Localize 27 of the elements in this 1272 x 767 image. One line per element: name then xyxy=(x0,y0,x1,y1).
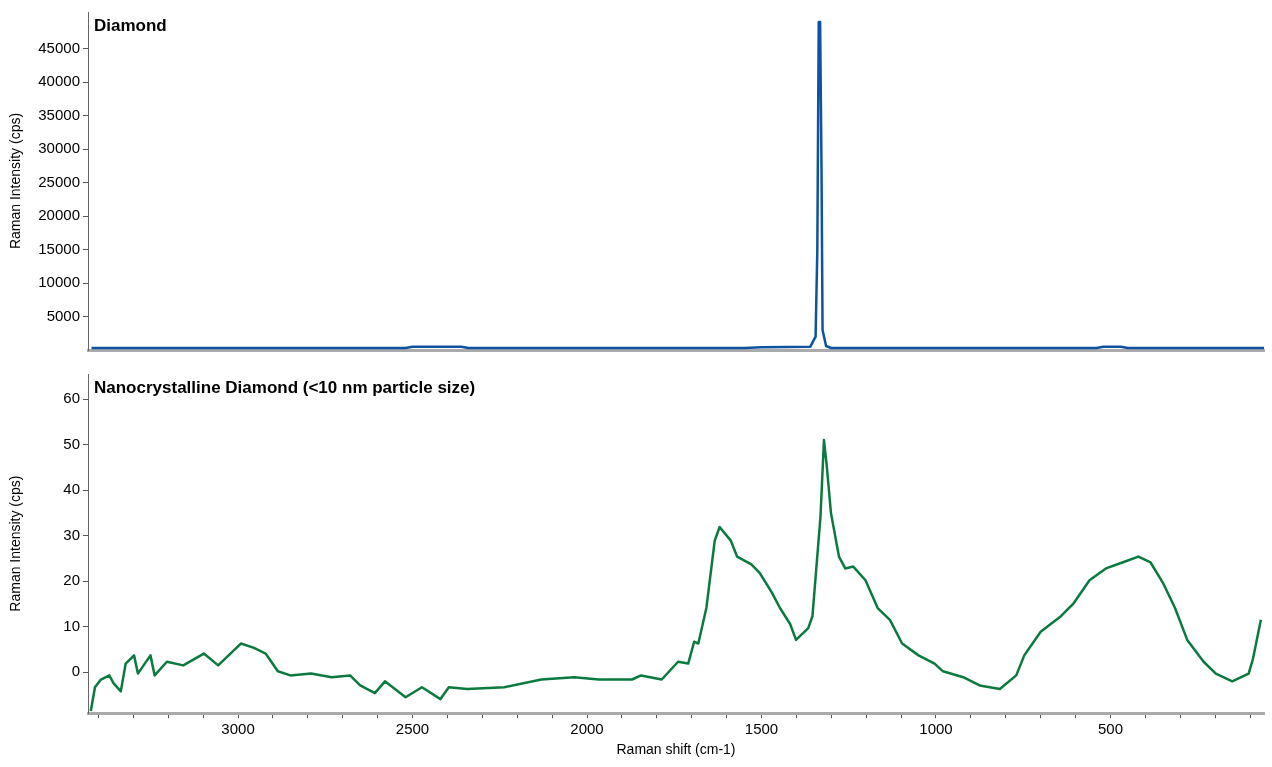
y-tick-label: 60 xyxy=(63,389,80,407)
x-tick-label: 1000 xyxy=(919,720,953,738)
y-tick-label: 40000 xyxy=(38,72,80,90)
y-tick-label: 35000 xyxy=(38,105,80,123)
y-tick-label: 30000 xyxy=(38,139,80,157)
y-axis-title: Raman Intensity (cps) xyxy=(7,475,24,612)
chart-title: Nanocrystalline Diamond (<10 nm particle size) xyxy=(94,378,476,398)
x-tick-label: 2500 xyxy=(395,720,430,738)
y-tick-label: 45000 xyxy=(38,38,80,56)
x-tick-label: 500 xyxy=(1097,720,1123,738)
y-tick-label: 25000 xyxy=(38,172,80,190)
x-axis-title: Raman shift (cm-1) xyxy=(616,741,736,758)
y-tick-label: 40 xyxy=(63,480,80,498)
x-tick-label: 3000 xyxy=(221,720,255,738)
y-tick-label: 50 xyxy=(63,434,80,452)
y-tick-label: 20 xyxy=(63,571,80,589)
y-tick-label: 5000 xyxy=(46,306,80,324)
y-tick-label: 20000 xyxy=(38,206,80,224)
y-tick-label: 10000 xyxy=(38,273,80,291)
y-tick-label: 0 xyxy=(71,662,80,680)
x-tick-label: 2000 xyxy=(570,720,604,738)
x-tick-label: 1500 xyxy=(744,720,779,738)
chart-title: Diamond xyxy=(94,16,167,36)
y-axis-title: Raman Intensity (cps) xyxy=(7,112,24,250)
y-tick-label: 30 xyxy=(63,525,80,543)
y-tick-label: 15000 xyxy=(38,239,80,257)
y-tick-label: 10 xyxy=(63,616,80,634)
